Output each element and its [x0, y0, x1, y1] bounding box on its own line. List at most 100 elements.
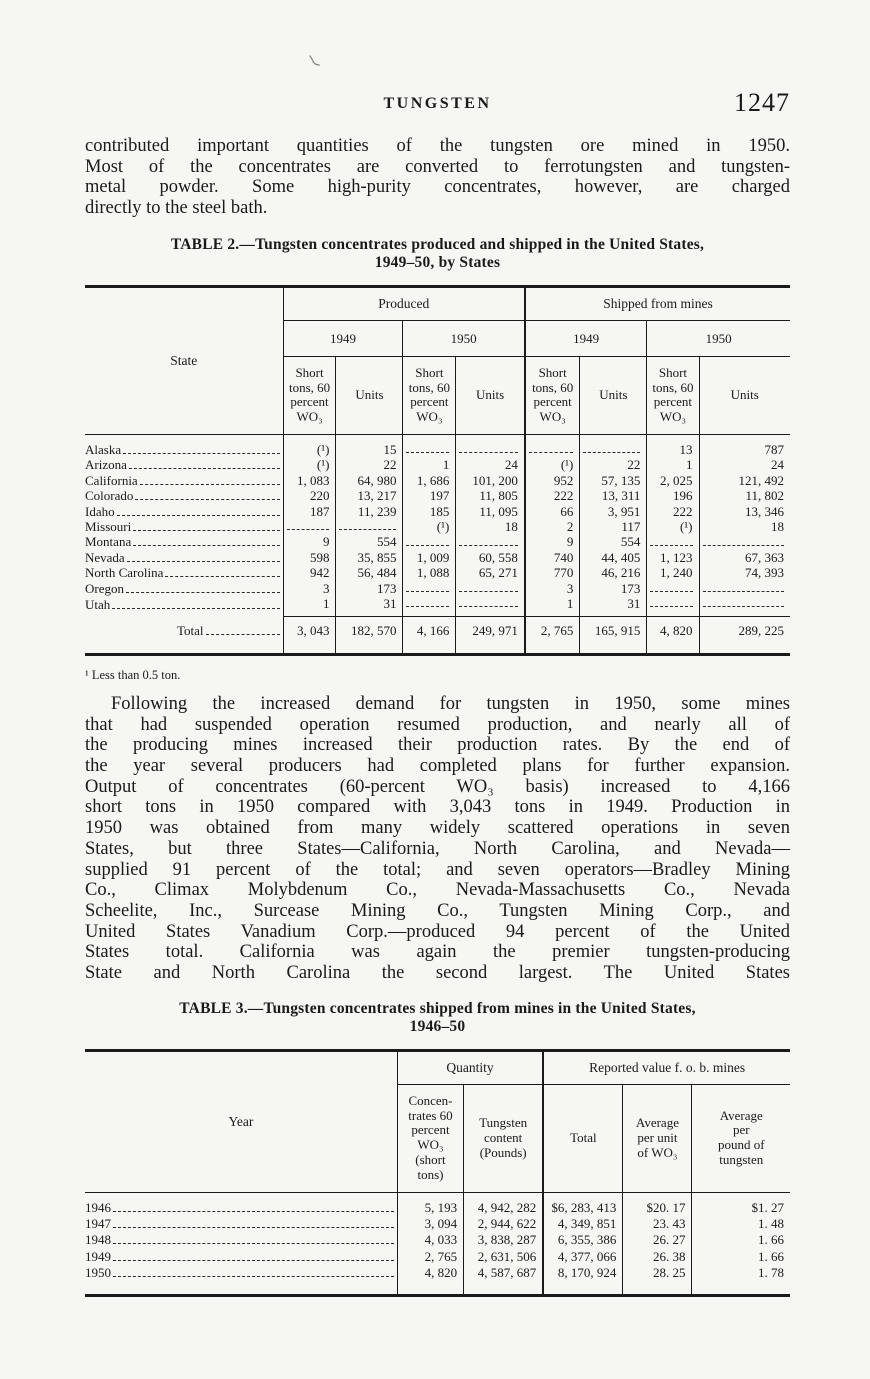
no-data-dashes	[583, 442, 641, 454]
table3-row: 1946 5, 193 4, 942, 282 $6, 283, 413 $20. 17…	[85, 1192, 790, 1216]
group-header-reported-value: Reported value f. o. b. mines	[542, 1050, 790, 1085]
no-data-dashes	[650, 596, 693, 608]
value-cell: 4, 587, 687	[463, 1265, 544, 1296]
value-cell: 18	[698, 519, 790, 535]
value-cell: 18	[455, 519, 525, 535]
group-header-quantity: Quantity	[396, 1050, 544, 1085]
value-cell: 554	[335, 534, 403, 550]
value-cell: 5, 193	[396, 1192, 464, 1216]
no-data-dashes	[650, 581, 693, 593]
paragraph-review: Following the increased demand for tungs…	[85, 694, 790, 984]
value-cell: $20. 17	[622, 1192, 692, 1216]
text-line: the producing mines increased their prod…	[85, 735, 790, 756]
row-label-cell: Total	[85, 617, 283, 654]
dot-leader	[113, 1276, 394, 1278]
col-header-units: Units	[579, 356, 647, 436]
text-line: 1950 was obtained from many widely scatt…	[85, 818, 790, 839]
value-cell: 4, 166	[402, 616, 456, 655]
value-cell	[402, 434, 456, 458]
dot-leader	[135, 499, 280, 501]
value-cell: 4, 349, 851	[542, 1215, 623, 1233]
col-header-short-tons: Short tons, 60 percent WO₃	[402, 356, 456, 436]
value-cell: 220	[282, 488, 336, 504]
value-cell: 740	[523, 549, 580, 566]
dot-leader	[113, 1259, 394, 1261]
value-cell: 4, 377, 066	[542, 1248, 623, 1266]
dot-leader	[126, 560, 280, 562]
dot-leader	[112, 607, 280, 609]
table3-caption-line2: 1946–50	[409, 1017, 466, 1035]
value-cell: 117	[579, 519, 647, 535]
value-cell: (¹)	[282, 457, 336, 473]
group-header-shipped: Shipped from mines	[523, 286, 790, 321]
value-cell: 2	[523, 519, 580, 535]
value-cell: 3, 951	[579, 503, 647, 520]
col-header-state: State	[85, 286, 284, 436]
text-line: Following the increased demand for tungs…	[111, 693, 790, 714]
value-cell: 31	[579, 596, 647, 617]
table2-caption: TABLE 2.—Tungsten concentrates produced …	[85, 236, 790, 272]
row-label: Missouri	[85, 519, 132, 535]
value-cell: 1. 66	[691, 1248, 790, 1266]
value-cell: 182, 570	[335, 616, 403, 655]
value-cell: 67, 363	[698, 549, 790, 566]
no-data-dashes	[459, 581, 518, 593]
row-label: 1948	[85, 1232, 111, 1248]
value-cell: $1. 27	[691, 1192, 790, 1216]
text-line: Most of the concentrates are converted t…	[85, 156, 790, 177]
value-cell	[523, 434, 580, 458]
no-data-dashes	[459, 442, 518, 454]
value-cell: 1	[523, 596, 580, 617]
value-cell: 13, 311	[579, 488, 647, 504]
row-label: California	[85, 472, 138, 488]
value-cell: 173	[579, 580, 647, 597]
value-cell: 770	[523, 565, 580, 581]
value-cell: 3, 094	[396, 1215, 464, 1233]
value-cell: 23. 43	[622, 1215, 692, 1233]
text-line: supplied 91 percent of the total; and se…	[85, 859, 790, 880]
text-line: that had suspended operation resumed pro…	[85, 714, 790, 735]
value-cell: 28. 25	[622, 1265, 692, 1296]
value-cell: 46, 216	[579, 565, 647, 581]
value-cell: 22	[335, 457, 403, 473]
row-label: Utah	[85, 596, 111, 612]
col-header-units: Units	[335, 356, 403, 436]
table3-shipments-by-year: Year Quantity Reported value f. o. b. mi…	[85, 1048, 790, 1297]
table2-row: Alaska (¹) 15 13 787	[85, 434, 790, 458]
text-line: the year several producers had completed…	[85, 755, 790, 776]
value-cell	[455, 580, 525, 597]
table2-row: Utah 1 31 1 31	[85, 596, 790, 617]
table3-caption-line1: TABLE 3.—Tungsten concentrates shipped f…	[179, 999, 696, 1017]
table2-caption-line1: TABLE 2.—Tungsten concentrates produced …	[170, 235, 705, 253]
year-header: 1950	[402, 320, 525, 357]
value-cell: 1. 66	[691, 1232, 790, 1249]
value-cell: 1, 009	[402, 549, 456, 566]
value-cell: 1, 123	[646, 549, 700, 566]
no-data-dashes	[528, 442, 574, 454]
value-cell: (¹)	[523, 457, 580, 473]
text-line: States total. California was again the p…	[85, 942, 790, 963]
value-cell: 1. 48	[691, 1215, 790, 1233]
row-label: Colorado	[85, 488, 134, 504]
table2-production-shipment: State Produced Shipped from mines 1949 1…	[85, 284, 790, 656]
no-data-dashes	[406, 442, 450, 454]
row-label-cell: Alaska	[85, 435, 283, 458]
value-cell: 222	[523, 488, 580, 504]
no-data-dashes	[406, 535, 450, 546]
row-label-cell: Arizona	[85, 457, 283, 472]
value-cell: 1. 78	[691, 1265, 790, 1296]
value-cell: 2, 631, 506	[463, 1248, 544, 1266]
no-data-dashes	[459, 596, 518, 608]
no-data-dashes	[650, 535, 693, 546]
row-label-cell: Oregon	[85, 581, 283, 596]
value-cell: 4, 820	[396, 1265, 464, 1296]
value-cell: 2, 765	[396, 1248, 464, 1266]
value-cell: 15	[335, 434, 403, 458]
row-label: 1947	[85, 1215, 111, 1231]
row-label: Arizona	[85, 457, 127, 473]
dot-leader	[128, 468, 280, 470]
row-label-cell: Colorado	[85, 488, 283, 503]
col-header-units: Units	[455, 356, 525, 436]
table2-row: Idaho 187 11, 239 185 11, 095 66 3, 951 222 13, …	[85, 503, 790, 520]
value-cell: 187	[282, 503, 336, 520]
